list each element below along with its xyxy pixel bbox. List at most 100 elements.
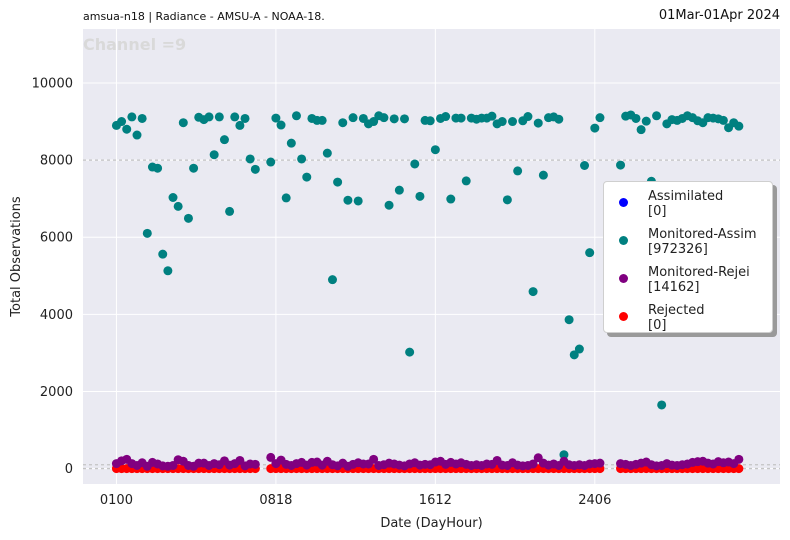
monitored-assim-point [538, 170, 548, 180]
monitored-assim-point [225, 206, 235, 216]
monitored-assim-point [384, 200, 394, 210]
monitored-assim-point [616, 160, 626, 170]
monitored-assim-point [446, 194, 456, 204]
legend-marker [619, 312, 628, 321]
monitored-assim-point [322, 148, 332, 158]
monitored-assim-point [461, 176, 471, 186]
monitored-rejei-point [595, 458, 605, 468]
monitored-assim-point [379, 113, 389, 123]
monitored-rejei-point [369, 454, 379, 464]
y-tick-label: 4000 [40, 308, 73, 323]
x-tick-label: 2406 [578, 493, 611, 508]
y-tick-label: 6000 [40, 231, 73, 246]
monitored-assim-point [569, 350, 579, 360]
monitored-assim-point [430, 145, 440, 155]
monitored-assim-point [142, 228, 152, 238]
monitored-assim-point [245, 154, 255, 164]
y-tick-label: 0 [65, 462, 73, 477]
monitored-assim-point [456, 113, 466, 123]
monitored-assim-point [394, 185, 404, 195]
monitored-assim-point [189, 163, 199, 173]
monitored-assim-point [564, 315, 574, 325]
monitored-assim-point [389, 114, 399, 124]
monitored-assim-point [590, 123, 600, 133]
y-tick-label: 2000 [40, 385, 73, 400]
monitored-assim-point [405, 347, 415, 357]
x-tick-label: 0100 [100, 493, 133, 508]
channel-label: Channel =9 [83, 35, 187, 54]
monitored-rejei-point [734, 454, 744, 464]
monitored-rejei-point [266, 452, 276, 462]
monitored-assim-point [631, 113, 641, 123]
monitored-assim-point [271, 113, 281, 123]
monitored-assim-point [369, 117, 379, 127]
monitored-assim-point [317, 115, 327, 125]
monitored-assim-point [559, 450, 569, 460]
x-tick-label: 1612 [419, 493, 452, 508]
monitored-assim-point [497, 117, 507, 127]
monitored-assim-point [132, 130, 142, 140]
x-axis-label: Date (DayHour) [380, 516, 482, 531]
monitored-assim-point [348, 113, 358, 123]
monitored-assim-point [137, 113, 147, 123]
monitored-assim-point [291, 111, 301, 121]
monitored-assim-point [508, 117, 518, 127]
monitored-assim-point [266, 157, 276, 167]
monitored-assim-point [718, 115, 728, 125]
monitored-assim-point [528, 287, 538, 297]
legend-entry-assimilated: Assimilated [0] [604, 186, 772, 222]
monitored-assim-point [333, 177, 343, 187]
monitored-assim-point [178, 118, 188, 128]
monitored-assim-point [554, 114, 564, 124]
monitored-assim-point [343, 195, 353, 205]
monitored-assim-point [338, 118, 348, 128]
legend-entry-monitored-rejei: Monitored-Rejei [14162] [604, 262, 772, 298]
monitored-assim-point [399, 114, 409, 124]
legend-label: Assimilated [0] [648, 189, 724, 219]
monitored-assim-point [183, 213, 193, 223]
monitored-assim-point [214, 112, 224, 122]
monitored-assim-point [574, 344, 584, 354]
monitored-assim-point [502, 195, 512, 205]
monitored-assim-point [657, 400, 667, 410]
monitored-assim-point [652, 111, 662, 121]
legend-label: Monitored-Assim [972326] [648, 227, 757, 257]
y-tick-label: 8000 [40, 154, 73, 169]
monitored-assim-point [122, 124, 132, 134]
monitored-assim-point [487, 111, 497, 121]
y-tick-label: 10000 [32, 76, 73, 91]
monitored-assim-point [415, 191, 425, 201]
monitored-assim-point [276, 120, 286, 130]
monitored-assim-point [153, 163, 163, 173]
monitored-assim-point [219, 135, 229, 145]
chart-legend: Assimilated [0] Monitored-Assim [972326] M… [603, 181, 773, 333]
monitored-assim-point [204, 112, 214, 122]
monitored-assim-point [230, 112, 240, 122]
monitored-assim-point [240, 113, 250, 123]
legend-marker [619, 274, 628, 283]
monitored-assim-point [173, 201, 183, 211]
monitored-rejei-point [528, 459, 538, 469]
monitored-assim-point [327, 275, 337, 285]
monitored-assim-point [286, 138, 296, 148]
monitored-assim-point [595, 113, 605, 123]
monitored-rejei-point [168, 460, 178, 470]
monitored-assim-point [302, 172, 312, 182]
legend-entry-rejected: Rejected [0] [604, 300, 772, 336]
y-axis-label: Total Observations [9, 196, 24, 318]
monitored-assim-point [209, 150, 219, 160]
legend-marker [619, 236, 628, 245]
legend-marker [619, 198, 628, 207]
monitored-assim-point [441, 112, 451, 122]
monitored-assim-point [533, 118, 543, 128]
monitored-assim-point [117, 117, 127, 127]
monitored-assim-point [580, 161, 590, 170]
monitored-assim-point [513, 166, 523, 176]
monitored-assim-point [636, 125, 646, 135]
monitored-rejei-point [250, 459, 260, 469]
monitored-assim-point [297, 154, 307, 164]
legend-entry-monitored-assim: Monitored-Assim [972326] [604, 224, 772, 260]
monitored-assim-point [734, 121, 744, 131]
monitored-assim-point [410, 159, 420, 169]
monitored-assim-point [425, 116, 435, 126]
